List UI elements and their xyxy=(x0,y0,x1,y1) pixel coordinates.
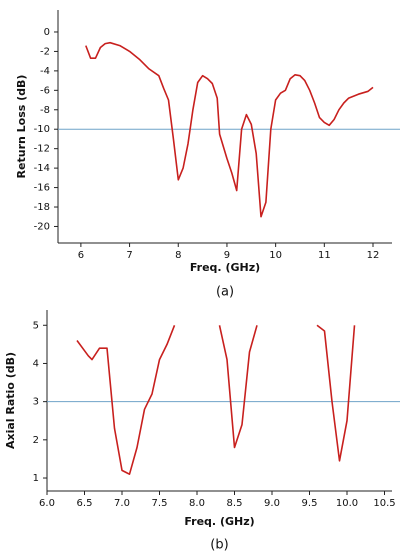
x-tick-label: 8.5 xyxy=(227,498,243,509)
x-tick-label: 9.0 xyxy=(264,498,280,509)
y-tick-label: -4 xyxy=(40,66,50,77)
x-tick-label: 11 xyxy=(318,250,331,261)
x-tick-label: 8.0 xyxy=(189,498,205,509)
x-tick-label: 9.5 xyxy=(302,498,318,509)
y-tick-label: 1 xyxy=(33,473,39,484)
y-tick-label: -14 xyxy=(34,163,50,174)
x-tick-label: 7.0 xyxy=(114,498,130,509)
x-tick-label: 7.5 xyxy=(152,498,168,509)
y-tick-label: 2 xyxy=(33,435,39,446)
caption: (b) xyxy=(210,538,228,553)
y-tick-label: -20 xyxy=(34,221,50,232)
x-tick-label: 6.5 xyxy=(77,498,93,509)
x-tick-label: 6 xyxy=(78,250,84,261)
y-tick-label: -8 xyxy=(40,105,50,116)
x-tick-label: 10 xyxy=(269,250,282,261)
y-tick-label: -10 xyxy=(34,124,50,135)
y-tick-label: 0 xyxy=(44,27,50,38)
y-tick-label: 4 xyxy=(33,358,39,369)
x-axis-label: Freq. (GHz) xyxy=(184,515,254,528)
x-tick-label: 7 xyxy=(126,250,132,261)
x-tick-label: 10.0 xyxy=(336,498,358,509)
x-tick-label: 8 xyxy=(175,250,181,261)
caption: (a) xyxy=(216,285,234,300)
x-tick-label: 10.5 xyxy=(373,498,395,509)
y-tick-label: -6 xyxy=(40,85,50,96)
y-axis-label: Axial Ratio (dB) xyxy=(4,352,17,449)
data-line xyxy=(85,41,374,218)
y-tick-label: 5 xyxy=(33,320,39,331)
y-tick-label: -18 xyxy=(34,202,50,213)
y-tick-label: -2 xyxy=(40,46,50,57)
y-tick-label: -16 xyxy=(34,183,50,194)
y-axis-label: Return Loss (dB) xyxy=(15,75,28,179)
y-tick-label: 3 xyxy=(33,397,39,408)
data-line xyxy=(76,324,356,475)
x-tick-label: 9 xyxy=(224,250,230,261)
x-tick-label: 12 xyxy=(367,250,380,261)
y-tick-label: -12 xyxy=(34,144,50,155)
x-axis-label: Freq. (GHz) xyxy=(190,261,260,274)
x-tick-label: 6.0 xyxy=(39,498,55,509)
